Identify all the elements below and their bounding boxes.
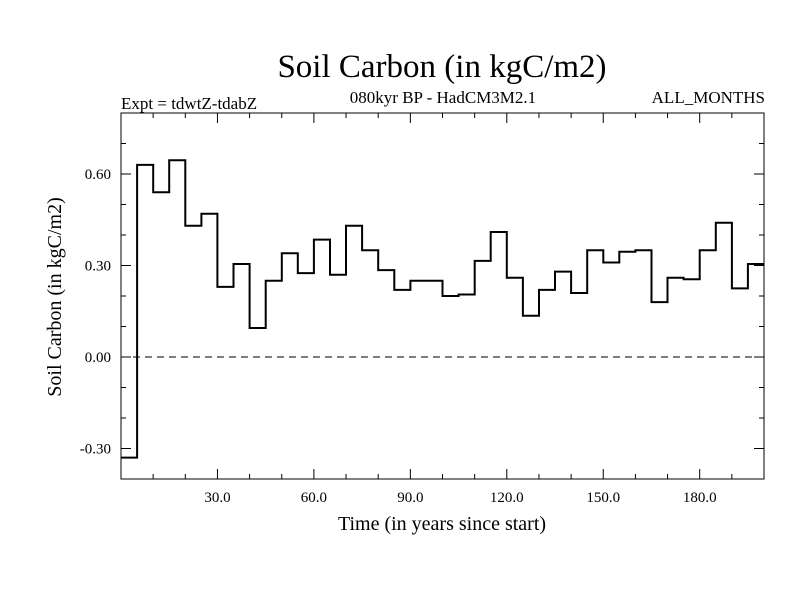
- axis-ticks: [121, 113, 764, 479]
- y-tick-label: -0.30: [80, 442, 111, 458]
- y-axis-label: Soil Carbon (in kgC/m2): [44, 197, 66, 396]
- x-tick-label: 180.0: [683, 490, 717, 506]
- x-tick-labels: 30.0 60.0 90.0 120.0 150.0 180.0: [204, 490, 716, 506]
- x-tick-label: 90.0: [397, 490, 423, 506]
- y-tick-label: 0.60: [85, 167, 111, 183]
- x-tick-label: 30.0: [204, 490, 230, 506]
- y-tick-label: 0.00: [85, 350, 111, 366]
- x-tick-label: 120.0: [490, 490, 524, 506]
- series-line-soil-carbon: [121, 159, 764, 459]
- y-tick-labels: -0.30 0.00 0.30 0.60: [80, 167, 111, 458]
- x-tick-label: 150.0: [586, 490, 620, 506]
- period-label: ALL_MONTHS: [652, 88, 765, 107]
- chart-title: Soil Carbon (in kgC/m2): [277, 49, 606, 85]
- y-tick-label: 0.30: [85, 259, 111, 275]
- x-tick-label: 60.0: [301, 490, 327, 506]
- chart-subtitle: 080kyr BP - HadCM3M2.1: [350, 88, 536, 107]
- x-axis-label: Time (in years since start): [338, 513, 546, 535]
- experiment-label: Expt = tdwtZ-tdabZ: [121, 94, 257, 113]
